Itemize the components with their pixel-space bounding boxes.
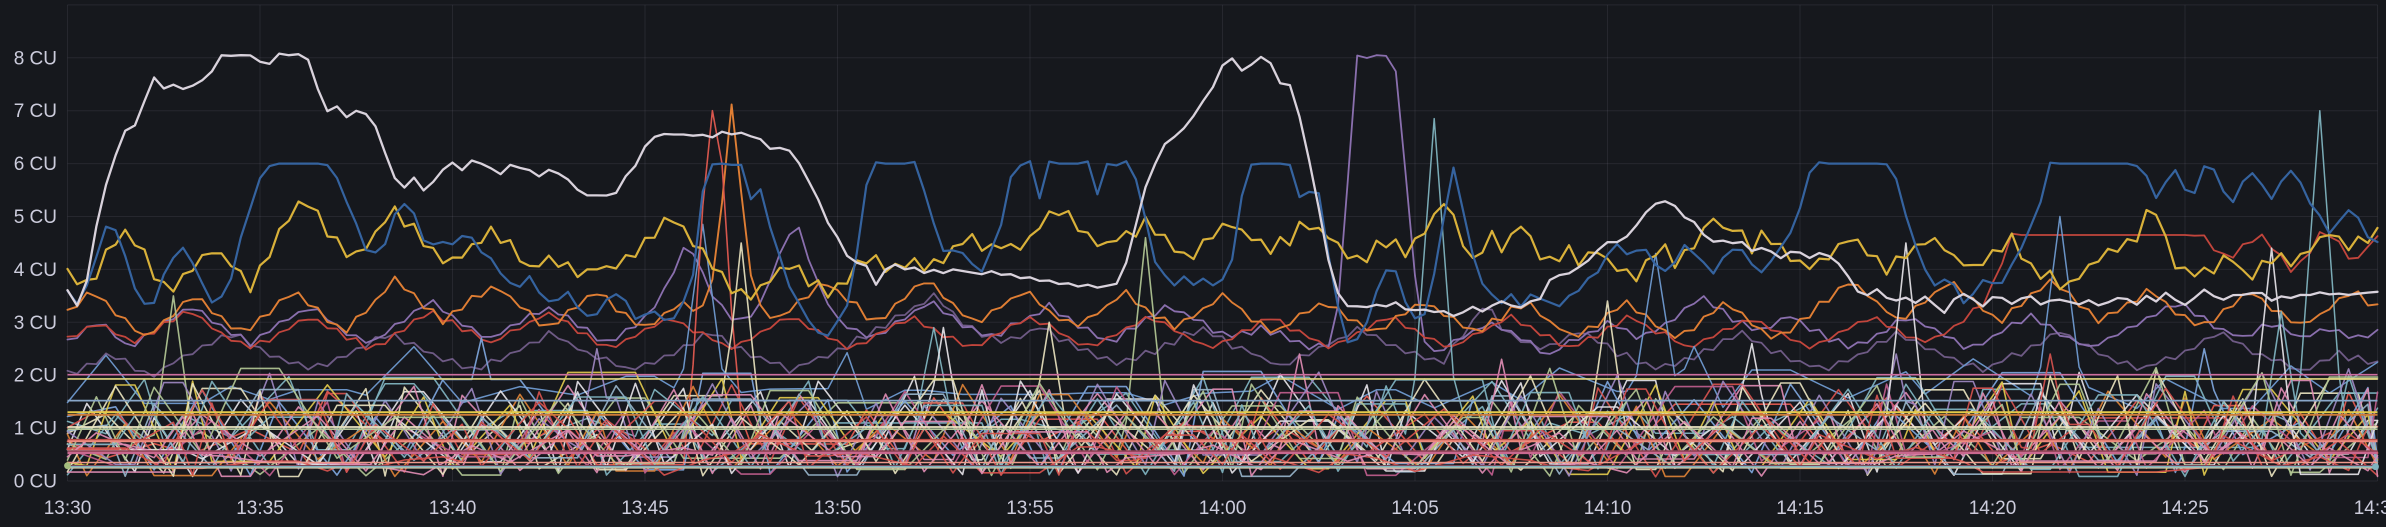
- svg-text:13:35: 13:35: [236, 498, 284, 519]
- svg-text:8 CU: 8 CU: [14, 48, 57, 69]
- svg-text:2 CU: 2 CU: [14, 366, 57, 387]
- svg-text:7 CU: 7 CU: [14, 101, 57, 122]
- svg-text:14:25: 14:25: [2161, 498, 2209, 519]
- svg-text:6 CU: 6 CU: [14, 154, 57, 175]
- svg-text:13:30: 13:30: [44, 498, 92, 519]
- svg-text:5 CU: 5 CU: [14, 207, 57, 228]
- svg-text:14:00: 14:00: [1199, 498, 1247, 519]
- svg-text:0 CU: 0 CU: [14, 472, 57, 493]
- svg-text:1 CU: 1 CU: [14, 419, 57, 440]
- svg-text:13:40: 13:40: [429, 498, 477, 519]
- svg-text:4 CU: 4 CU: [14, 260, 57, 281]
- svg-text:14:30: 14:30: [2354, 498, 2386, 519]
- svg-text:13:45: 13:45: [621, 498, 669, 519]
- svg-text:14:05: 14:05: [1391, 498, 1439, 519]
- svg-text:13:55: 13:55: [1006, 498, 1054, 519]
- svg-text:13:50: 13:50: [814, 498, 862, 519]
- svg-text:14:10: 14:10: [1584, 498, 1632, 519]
- svg-text:14:20: 14:20: [1969, 498, 2017, 519]
- svg-text:3 CU: 3 CU: [14, 313, 57, 334]
- svg-text:14:15: 14:15: [1776, 498, 1824, 519]
